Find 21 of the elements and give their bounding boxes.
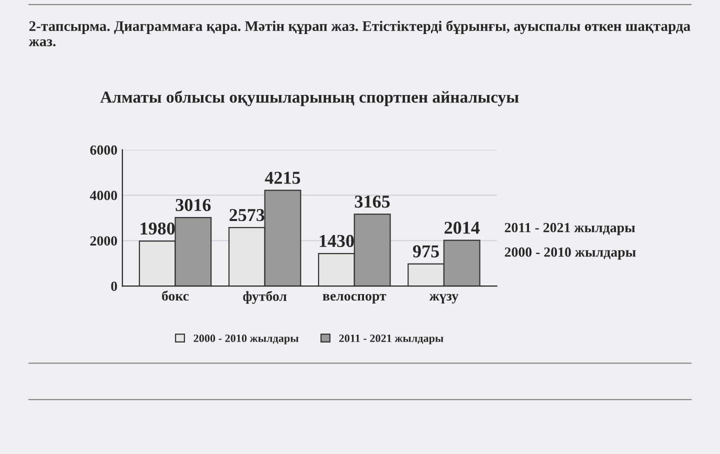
- text: 2011 - 2021 жылдары: [504, 222, 635, 236]
- x-tick-label: жүзу: [429, 294, 458, 304]
- text: 2000 - 2010 жылдары: [504, 247, 636, 260]
- x-tick-label: бокс: [162, 290, 189, 301]
- chart-title: Алматы облысы оқушыларының спортпен айналысуы: [100, 90, 519, 106]
- text: 2-тапсырма. Диаграммаға қара. Мәтін құрап жаз. Етістіктерді бұрынғы, ауыспалы өткен шақтарда жаз.: [28, 20, 690, 46]
- legend-label: 2000 - 2010 жылдары: [194, 334, 298, 344]
- y-tick-label: 6000: [90, 145, 118, 155]
- data-label: 975: [412, 245, 439, 258]
- y-tick-label: 4000: [90, 190, 118, 200]
- data-label: 1430: [320, 234, 354, 248]
- data-label: 4215: [264, 172, 300, 184]
- y-tick-label: 2000: [90, 236, 118, 246]
- y-tick-label: 0: [111, 282, 118, 291]
- data-label: 2014: [444, 222, 480, 234]
- data-label: 3016: [176, 198, 211, 212]
- data-label: 3165: [354, 196, 390, 208]
- data-label: 2573: [230, 209, 264, 222]
- x-tick-label: велоспорт: [322, 294, 386, 304]
- legend-label: 2011 - 2021 жылдары: [339, 334, 444, 344]
- x-tick-label: футбол: [243, 290, 287, 304]
